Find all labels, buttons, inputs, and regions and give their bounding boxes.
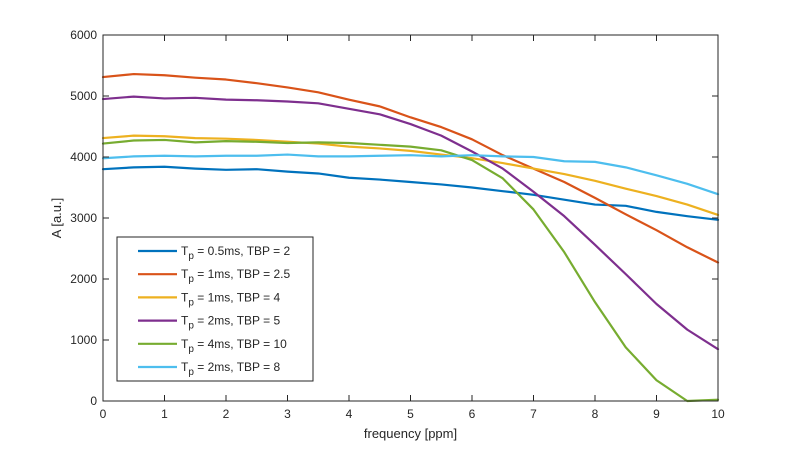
x-tick-label: 6: [469, 407, 476, 421]
legend-text: = 2ms, TBP = 5: [194, 314, 281, 328]
y-tick-label: 2000: [70, 272, 97, 286]
series-line-3: [101, 134, 720, 217]
legend-prefix: T: [181, 267, 189, 281]
x-tick-label: 9: [653, 407, 660, 421]
legend-entry-5: Tp = 4ms, TBP = 10: [181, 337, 287, 355]
legend-subscript: p: [188, 344, 194, 355]
y-tick-label: 1000: [70, 333, 97, 347]
y-axis: 0 1000 2000 3000 4000 5000 6000: [70, 28, 718, 408]
y-tick-label: 6000: [70, 28, 97, 42]
x-tick-label: 0: [100, 407, 107, 421]
y-tick-label: 3000: [70, 211, 97, 225]
x-tick-label: 10: [711, 407, 725, 421]
x-tick-label: 3: [284, 407, 291, 421]
legend-subscript: p: [188, 367, 194, 378]
legend-box: [116, 236, 314, 382]
legend-entry-2: Tp = 1ms, TBP = 2.5: [181, 267, 291, 285]
x-tick-label: 4: [346, 407, 353, 421]
x-tick-label: 7: [530, 407, 537, 421]
legend-entry-1: Tp = 0.5ms, TBP = 2: [181, 244, 291, 262]
legend-text: = 1ms, TBP = 4: [194, 290, 281, 304]
x-tick-label: 5: [407, 407, 414, 421]
legend-subscript: p: [188, 274, 194, 285]
legend-subscript: p: [188, 251, 194, 262]
legend-text: = 0.5ms, TBP = 2: [194, 244, 291, 258]
legend: Tp = 0.5ms, TBP = 2Tp = 1ms, TBP = 2.5Tp…: [116, 236, 314, 382]
x-axis-label: frequency [ppm]: [364, 426, 457, 441]
series-layer: [101, 72, 720, 403]
x-tick-label: 8: [592, 407, 599, 421]
x-tick-label: 2: [223, 407, 230, 421]
legend-prefix: T: [181, 360, 189, 374]
y-tick-label: 4000: [70, 150, 97, 164]
legend-prefix: T: [181, 290, 189, 304]
legend-prefix: T: [181, 337, 189, 351]
x-tick-label: 1: [161, 407, 168, 421]
y-tick-label: 5000: [70, 89, 97, 103]
series-line-5: [101, 138, 720, 403]
legend-text: = 2ms, TBP = 8: [194, 360, 281, 374]
series-line-2: [101, 72, 720, 264]
series-line-4: [101, 95, 720, 351]
legend-entry-4: Tp = 2ms, TBP = 5: [181, 314, 281, 332]
y-tick-label: 0: [90, 394, 97, 408]
legend-entry-6: Tp = 2ms, TBP = 8: [181, 360, 281, 378]
legend-text: = 4ms, TBP = 10: [194, 337, 287, 351]
y-axis-label: A [a.u.]: [49, 198, 64, 238]
legend-entry-3: Tp = 1ms, TBP = 4: [181, 290, 281, 308]
legend-subscript: p: [188, 321, 194, 332]
series-line-6: [101, 153, 720, 196]
x-axis: 0 1 2 3 4 5 6 7 8 9 10: [100, 35, 725, 421]
series-line-1: [101, 165, 720, 221]
legend-text: = 1ms, TBP = 2.5: [194, 267, 291, 281]
legend-prefix: T: [181, 244, 189, 258]
legend-prefix: T: [181, 314, 189, 328]
legend-subscript: p: [188, 297, 194, 308]
